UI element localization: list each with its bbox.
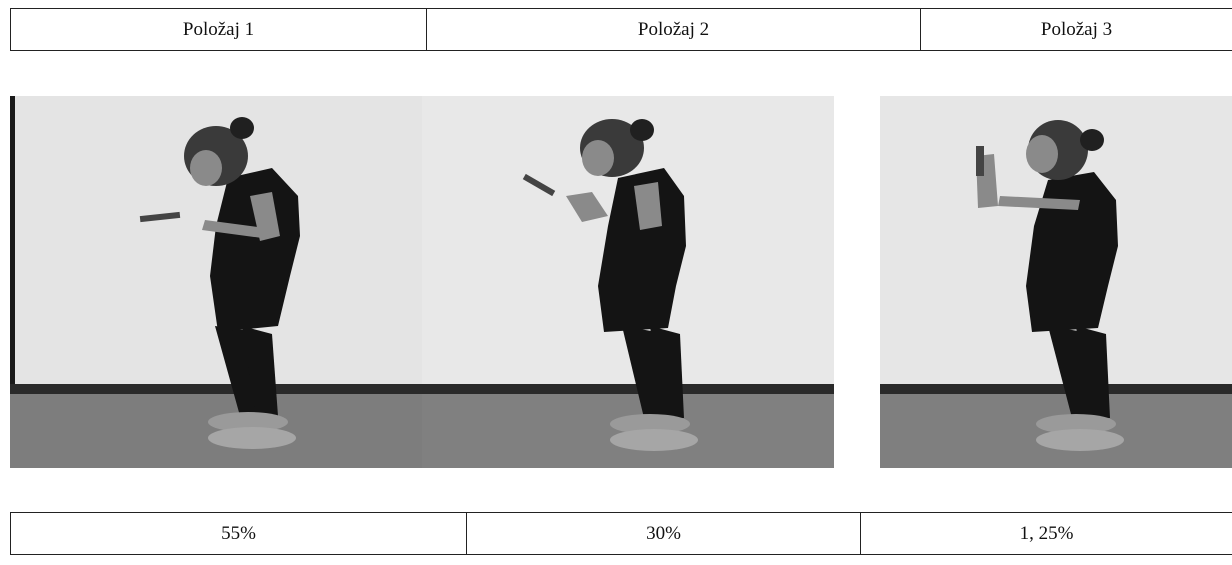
position-3-percentage: 1, 25% bbox=[860, 512, 1232, 555]
posture-photo-2 bbox=[422, 96, 834, 468]
position-1-label: Položaj 1 bbox=[10, 8, 427, 51]
percentage-table: 55% 30% 1, 25% bbox=[10, 512, 1232, 555]
position-3-label: Položaj 3 bbox=[920, 8, 1232, 51]
position-1-percentage: 55% bbox=[10, 512, 467, 555]
table-row: Položaj 1 Položaj 2 Položaj 3 bbox=[10, 8, 1232, 51]
posture-photo-3 bbox=[880, 96, 1232, 468]
posture-photo-strip bbox=[10, 96, 1232, 468]
position-labels-table: Položaj 1 Položaj 2 Položaj 3 bbox=[10, 8, 1232, 51]
photo-gap bbox=[834, 96, 880, 468]
posture-photo-1 bbox=[10, 96, 422, 468]
position-2-percentage: 30% bbox=[466, 512, 861, 555]
position-2-label: Položaj 2 bbox=[426, 8, 921, 51]
table-row: 55% 30% 1, 25% bbox=[10, 512, 1232, 555]
